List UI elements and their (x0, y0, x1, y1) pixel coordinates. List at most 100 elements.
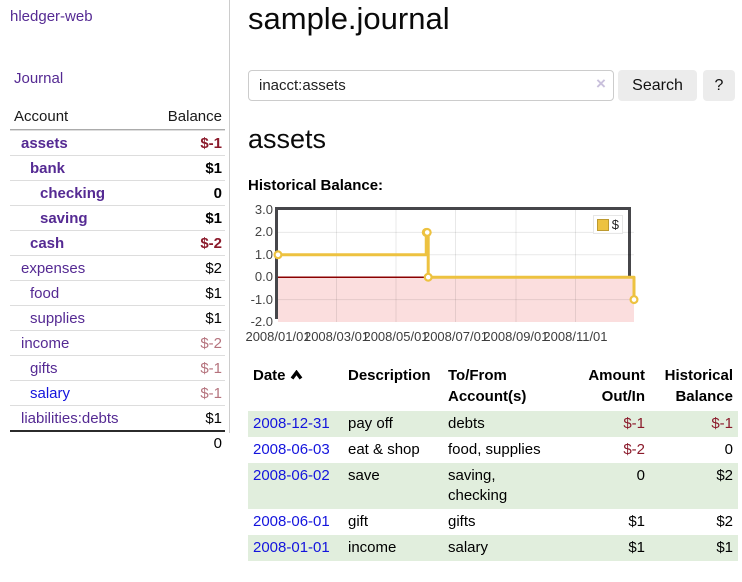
transaction-amount-cell: $-1 (623, 415, 645, 432)
account-balance-table: Account Balance assets $-1 bank $1 check… (10, 103, 225, 455)
transaction-date-cell: 2008-01-01 (248, 535, 343, 561)
account-row-assets: assets $-1 (10, 130, 225, 155)
account-balance: 0 (213, 184, 222, 202)
date-header-label: Date (253, 367, 286, 384)
transaction-amount-cell: $-2 (623, 441, 645, 458)
x-axis-tick-label: 2008/07/01 (422, 329, 489, 344)
description-column-header: Description (348, 367, 431, 384)
historical-balance-chart: 3.0 2.0 1.0 0.0 -1.0 -2.0 $ 2008/01/01 2008/03… (245, 202, 716, 353)
transaction-description-cell: eat & shop (348, 441, 420, 458)
x-axis-tick-label: 2008/05/01 (363, 329, 429, 344)
account-row-bank: bank $1 (10, 155, 225, 180)
transaction-balance-cell: $2 (716, 513, 733, 530)
transaction-date-link[interactable]: 2008-06-01 (253, 513, 330, 530)
transaction-description-cell: save (348, 467, 380, 484)
transaction-row: 2008-06-03 eat & shop food, supplies $-2… (248, 437, 738, 463)
account-link[interactable]: assets (21, 134, 68, 152)
account-balance: $1 (205, 309, 222, 327)
account-balance: $1 (205, 209, 222, 227)
y-axis-tick-label: 3.0 (254, 202, 273, 217)
transaction-amount-cell: $1 (628, 539, 645, 556)
account-balance: $1 (205, 409, 222, 427)
account-link[interactable]: income (21, 334, 70, 352)
sidebar: hledger-web Journal Account Balance asse… (0, 0, 230, 452)
account-link[interactable]: bank (30, 159, 66, 177)
account-row-checking: checking 0 (10, 180, 225, 205)
transaction-date-link[interactable]: 2008-06-02 (253, 467, 330, 484)
chart-legend: $ (592, 215, 623, 234)
transaction-balance-cell: 0 (724, 441, 733, 458)
date-column-header[interactable]: Date (248, 363, 343, 411)
y-axis-tick-label: -2.0 (250, 314, 273, 329)
accounts-column-header: To/From Account(s) (448, 367, 527, 405)
account-row-saving: saving $1 (10, 205, 225, 230)
account-table-header: Account Balance (10, 103, 225, 130)
transaction-accounts-cell: salary (448, 539, 489, 556)
legend-swatch-icon (596, 218, 609, 231)
sort-ascending-icon (290, 366, 303, 387)
transaction-row: 2008-06-02 save saving, checking 0 $2 (248, 463, 738, 509)
transaction-date-cell: 2008-06-02 (248, 463, 343, 509)
account-link[interactable]: food (30, 284, 60, 302)
account-link[interactable]: salary (30, 384, 71, 402)
account-row-salary: salary $-1 (10, 380, 225, 405)
help-button[interactable]: ? (703, 70, 735, 101)
transaction-row: 2008-12-31 pay off debts $-1 $-1 (248, 411, 738, 437)
page-title: sample.journal (248, 1, 450, 36)
account-balance: $-1 (200, 134, 222, 152)
account-balance: $1 (205, 159, 222, 177)
account-balance: $-1 (200, 359, 222, 377)
transaction-balance-cell: $2 (716, 467, 733, 484)
account-link[interactable]: liabilities:debts (21, 409, 119, 427)
account-link[interactable]: expenses (21, 259, 86, 277)
account-balance: $1 (205, 284, 222, 302)
transaction-date-link[interactable]: 2008-12-31 (253, 415, 330, 432)
transaction-description-cell: gift (348, 513, 369, 530)
account-column-header: Account (14, 107, 69, 125)
transaction-date-link[interactable]: 2008-01-01 (253, 539, 330, 556)
account-balance: $2 (205, 259, 222, 277)
transaction-accounts-cell: gifts (448, 513, 476, 530)
account-link[interactable]: gifts (30, 359, 58, 377)
y-axis-tick-label: 0.0 (254, 269, 273, 285)
transaction-description-cell: pay off (348, 415, 393, 432)
account-balance: $-2 (200, 334, 222, 352)
transaction-date-link[interactable]: 2008-06-03 (253, 441, 330, 458)
transaction-row: 2008-06-01 gift gifts $1 $2 (248, 509, 738, 535)
x-axis-tick-label: 2008/01/01 (245, 329, 311, 344)
x-axis-tick-label: 2008/11/01 (543, 329, 608, 344)
account-link[interactable]: saving (40, 209, 88, 227)
transaction-date-cell: 2008-06-01 (248, 509, 343, 535)
account-balance: $-1 (200, 384, 222, 402)
account-link[interactable]: cash (30, 234, 65, 252)
account-row-income: income $-2 (10, 330, 225, 355)
y-axis-tick-label: -1.0 (250, 291, 273, 307)
sidebar-item-journal[interactable]: Journal (14, 70, 64, 87)
search-input[interactable] (248, 70, 614, 101)
balance-column-header: Balance (167, 107, 222, 125)
account-row-expenses: expenses $2 (10, 255, 225, 280)
x-axis: 2008/01/01 2008/03/01 2008/05/01 2008/07/01… (245, 329, 716, 345)
app-title-link[interactable]: hledger-web (10, 8, 93, 25)
chart-series (273, 210, 639, 322)
account-row-gifts: gifts $-1 (10, 355, 225, 380)
transactions-table: Date Description To/From Account(s) Amou… (248, 363, 738, 561)
transaction-accounts-cell: food, supplies (448, 441, 541, 458)
account-row-supplies: supplies $1 (10, 305, 225, 330)
legend-label: $ (611, 217, 619, 232)
transaction-accounts-cell: debts (448, 415, 485, 432)
x-axis-tick-label: 2008/09/01 (483, 329, 549, 344)
account-row-food: food $1 (10, 280, 225, 305)
chart-plot-area: $ (273, 207, 639, 322)
amount-column-header: Amount Out/In (588, 367, 645, 405)
chart-title: Historical Balance: (248, 177, 384, 194)
transaction-date-cell: 2008-06-03 (248, 437, 343, 463)
transaction-amount-cell: 0 (636, 467, 645, 484)
transaction-row: 2008-01-01 income salary $1 $1 (248, 535, 738, 561)
account-link[interactable]: supplies (30, 309, 86, 327)
account-link[interactable]: checking (40, 184, 106, 202)
transaction-balance-cell: $1 (716, 539, 733, 556)
clear-search-icon[interactable]: × (596, 74, 606, 93)
search-button[interactable]: Search (618, 70, 697, 101)
y-axis-tick-label: 2.0 (254, 224, 273, 240)
